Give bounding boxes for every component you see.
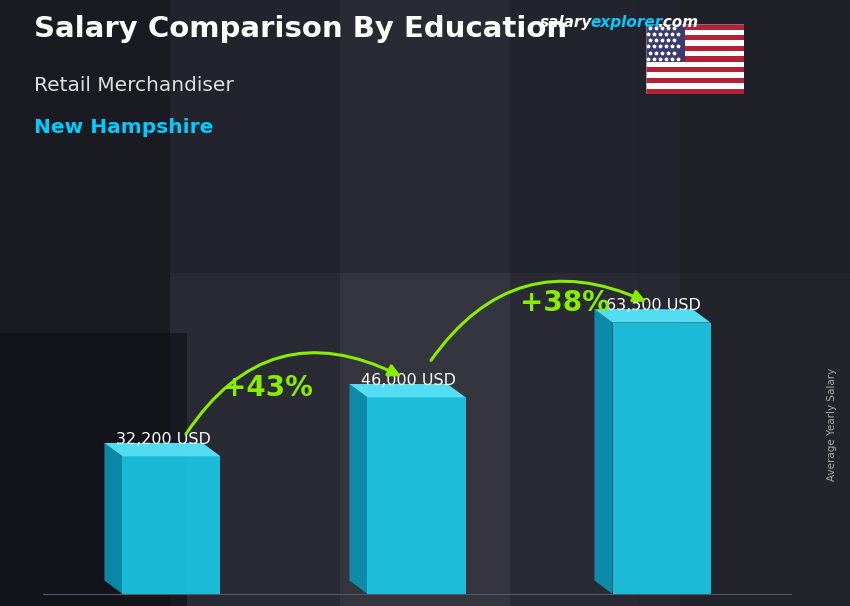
Text: Retail Merchandiser: Retail Merchandiser: [34, 76, 234, 95]
Bar: [646, 24, 685, 62]
Text: 32,200 USD: 32,200 USD: [116, 432, 211, 447]
Polygon shape: [105, 443, 220, 456]
Bar: [646, 35, 744, 41]
Bar: [646, 78, 744, 83]
Bar: [646, 24, 744, 30]
Bar: [646, 73, 744, 78]
Bar: [170, 0, 340, 606]
Text: .com: .com: [657, 15, 698, 30]
Bar: [122, 456, 220, 594]
Text: Salary Comparison By Education: Salary Comparison By Education: [34, 15, 567, 43]
Text: salary: salary: [540, 15, 592, 30]
Text: 46,000 USD: 46,000 USD: [361, 373, 456, 388]
Text: Average Yearly Salary: Average Yearly Salary: [827, 368, 837, 481]
Bar: [367, 398, 466, 594]
Bar: [510, 0, 680, 606]
Bar: [646, 30, 744, 35]
Bar: [613, 322, 711, 594]
Polygon shape: [594, 309, 711, 322]
Bar: [646, 41, 744, 45]
Bar: [680, 0, 850, 606]
Polygon shape: [349, 384, 466, 398]
Bar: [0, 0, 170, 606]
Bar: [646, 51, 744, 56]
Text: +38%: +38%: [520, 289, 609, 318]
Bar: [646, 56, 744, 62]
Bar: [0, 333, 187, 606]
Bar: [340, 0, 510, 606]
Bar: [646, 88, 744, 94]
Text: New Hampshire: New Hampshire: [34, 118, 213, 137]
Polygon shape: [105, 443, 122, 594]
Bar: [638, 0, 850, 606]
Bar: [0, 0, 850, 273]
Polygon shape: [594, 309, 613, 594]
Text: explorer: explorer: [591, 15, 663, 30]
Bar: [646, 45, 744, 51]
Bar: [646, 62, 744, 67]
Bar: [646, 67, 744, 73]
Bar: [646, 83, 744, 88]
Text: 63,500 USD: 63,500 USD: [606, 298, 701, 313]
Polygon shape: [349, 384, 367, 594]
Text: +43%: +43%: [224, 374, 313, 402]
